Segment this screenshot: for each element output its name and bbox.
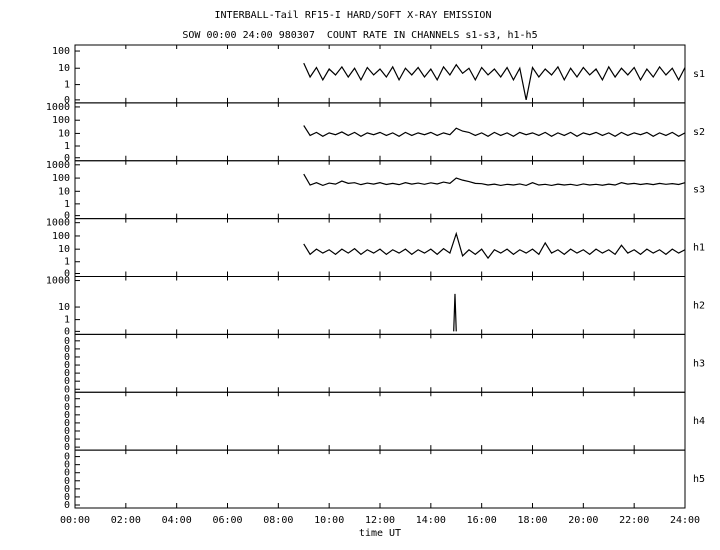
data-line: [303, 62, 686, 100]
y-tick-label: 10: [58, 128, 70, 139]
data-line: [303, 125, 686, 138]
x-tick-label: 14:00: [416, 515, 446, 526]
y-tick-label: 10: [58, 186, 70, 197]
data-line: [303, 231, 686, 260]
x-tick-label: 08:00: [263, 515, 293, 526]
y-tick-label: 0: [64, 326, 70, 337]
x-tick-label: 16:00: [467, 515, 497, 526]
y-tick-label: 0: [64, 460, 70, 471]
x-tick-label: 04:00: [162, 515, 192, 526]
y-tick-label: 1: [64, 199, 70, 210]
y-tick-label: 0: [64, 484, 70, 495]
y-tick-label: 0: [64, 269, 70, 280]
panel-label: h3: [693, 358, 705, 369]
y-tick-label: 0: [64, 426, 70, 437]
panel-label: s3: [693, 185, 705, 196]
y-tick-label: 1: [64, 315, 70, 326]
y-tick-label: 0: [64, 376, 70, 387]
y-tick-label: 0: [64, 336, 70, 347]
chart-title: INTERBALL-Tail RF15-I HARD/SOFT X-RAY EM…: [215, 10, 492, 21]
panel-label: s1: [693, 69, 705, 80]
y-tick-label: 0: [64, 410, 70, 421]
x-tick-label: 24:00: [670, 515, 700, 526]
y-tick-label: 0: [64, 211, 70, 222]
panel-label: h1: [693, 243, 705, 254]
y-tick-label: 0: [64, 434, 70, 445]
y-tick-label: 0: [64, 468, 70, 479]
x-tick-label: 06:00: [212, 515, 242, 526]
x-tick-label: 18:00: [517, 515, 547, 526]
y-tick-label: 10: [58, 244, 70, 255]
y-tick-label: 0: [64, 394, 70, 405]
y-tick-label: 0: [64, 418, 70, 429]
y-tick-label: 10: [58, 302, 70, 313]
x-tick-label: 10:00: [314, 515, 344, 526]
y-tick-label: 100: [52, 231, 70, 242]
y-tick-label: 0: [64, 352, 70, 363]
y-tick-label: 0: [64, 344, 70, 355]
y-tick-label: 0: [64, 153, 70, 164]
y-tick-label: 1000: [46, 276, 70, 287]
data-line: [453, 293, 457, 332]
x-tick-label: 00:00: [60, 515, 90, 526]
y-tick-label: 0: [64, 360, 70, 371]
y-tick-label: 1: [64, 257, 70, 268]
x-tick-label: 22:00: [619, 515, 649, 526]
y-tick-label: 1: [64, 141, 70, 152]
y-tick-label: 1: [64, 80, 70, 91]
panel-label: h2: [693, 300, 705, 311]
panel-label: s2: [693, 127, 705, 138]
y-tick-label: 0: [64, 384, 70, 395]
x-tick-label: 12:00: [365, 515, 395, 526]
y-tick-label: 0: [64, 368, 70, 379]
panel-label: h5: [693, 474, 705, 485]
y-tick-label: 100: [52, 46, 70, 57]
x-tick-label: 20:00: [568, 515, 598, 526]
y-tick-label: 1000: [46, 218, 70, 229]
data-line: [303, 173, 686, 187]
y-tick-label: 100: [52, 115, 70, 126]
x-tick-label: 02:00: [111, 515, 141, 526]
y-tick-label: 1000: [46, 102, 70, 113]
y-tick-label: 0: [64, 95, 70, 106]
y-tick-label: 1000: [46, 160, 70, 171]
y-tick-label: 0: [64, 500, 70, 511]
chart-subtitle: SOW 00:00 24:00 980307 COUNT RATE IN CHA…: [182, 30, 537, 41]
y-tick-label: 10: [58, 63, 70, 74]
x-axis-label: time UT: [359, 528, 401, 539]
y-tick-label: 0: [64, 402, 70, 413]
y-tick-label: 0: [64, 476, 70, 487]
y-tick-label: 0: [64, 452, 70, 463]
panel-label: h4: [693, 416, 705, 427]
y-tick-label: 0: [64, 492, 70, 503]
y-tick-label: 0: [64, 442, 70, 453]
y-tick-label: 100: [52, 173, 70, 184]
